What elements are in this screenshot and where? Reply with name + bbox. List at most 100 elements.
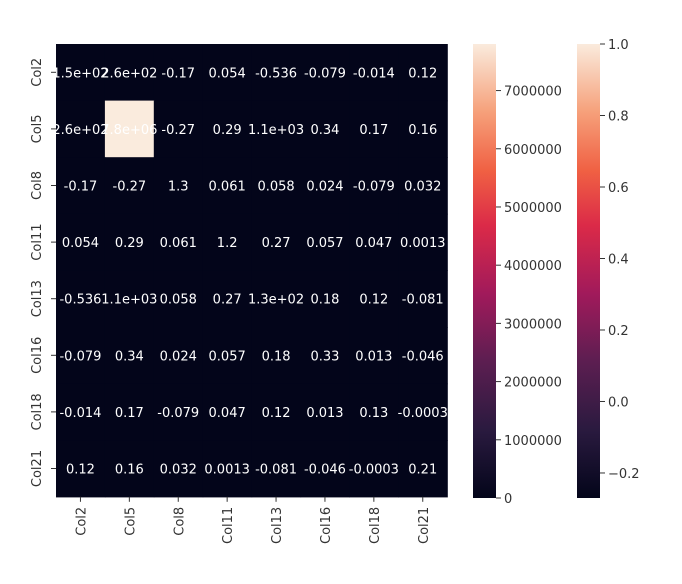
heatmap-cell-label: 0.047 bbox=[355, 236, 392, 251]
x-tick-label: Col2 bbox=[74, 507, 89, 536]
heatmap-cell bbox=[202, 440, 253, 498]
x-tick-label: Col21 bbox=[417, 507, 432, 544]
heatmap-cell-label: -0.17 bbox=[161, 66, 195, 81]
heatmap-cell bbox=[202, 44, 253, 102]
heatmap-cell-label: 0.17 bbox=[115, 406, 144, 421]
heatmap-cell bbox=[349, 100, 399, 158]
y-tick-label: Col18 bbox=[30, 393, 45, 430]
heatmap-cell bbox=[104, 440, 155, 498]
heatmap-cell bbox=[56, 440, 106, 498]
heatmap-cell bbox=[251, 270, 302, 328]
heatmap-cell-label: 0.12 bbox=[66, 463, 95, 478]
heatmap-cell bbox=[202, 383, 253, 441]
heatmap-cell-label: 1.2 bbox=[217, 236, 238, 251]
heatmap-cell-label: 0.013 bbox=[355, 349, 392, 364]
heatmap-cell bbox=[202, 213, 253, 271]
heatmap-cell bbox=[398, 270, 448, 328]
heatmap-cell bbox=[153, 157, 204, 215]
heatmap-cell bbox=[300, 213, 350, 271]
heatmap-cell-label: -0.0003 bbox=[349, 463, 399, 478]
heatmap-cell bbox=[300, 100, 350, 158]
x-tick-label: Col8 bbox=[172, 507, 187, 536]
heatmap-cell-label: 7.8e+06 bbox=[101, 123, 157, 138]
heatmap-cell bbox=[398, 157, 448, 215]
heatmap-cell-label: 1.5e+02 bbox=[52, 66, 108, 81]
heatmap-cell-label: -0.081 bbox=[402, 293, 444, 308]
colorbar-tick-label: 1.0 bbox=[608, 38, 629, 53]
heatmap-cell bbox=[349, 270, 399, 328]
heatmap-cell-labels: 1.5e+022.6e+02 -0.17 0.054 -0.536 -0.079 -0.0… bbox=[52, 66, 447, 477]
heatmap-cell bbox=[56, 213, 106, 271]
y-tick-label: Col11 bbox=[30, 224, 45, 261]
x-tick-label: Col11 bbox=[221, 507, 236, 544]
heatmap-cell-label: 0.054 bbox=[62, 236, 99, 251]
colorbar-gradient bbox=[577, 44, 600, 498]
heatmap-cell bbox=[398, 100, 448, 158]
heatmap-cell bbox=[153, 213, 204, 271]
heatmap-cell-label: 2.6e+02 bbox=[52, 123, 108, 138]
heatmap-cell-label: -0.079 bbox=[353, 180, 395, 195]
heatmap-cell bbox=[153, 270, 204, 328]
heatmap-cell-label: -0.079 bbox=[157, 406, 199, 421]
heatmap-cell-label: 0.054 bbox=[209, 66, 246, 81]
heatmap-cell bbox=[104, 213, 155, 271]
heatmap-cell bbox=[398, 327, 448, 385]
y-axis-ticks: Col2 Col5 Col8 Col11 Col13 Col16 Col18 Col21 bbox=[30, 58, 56, 487]
heatmap-cell-label: -0.046 bbox=[402, 349, 444, 364]
y-tick-label: Col2 bbox=[30, 58, 45, 87]
heatmap-cell bbox=[56, 270, 106, 328]
heatmap-cell-label: 1.1e+03 bbox=[248, 123, 304, 138]
heatmap-cell-label: -0.046 bbox=[304, 463, 346, 478]
heatmap-cell bbox=[251, 213, 302, 271]
colorbar-tick-label: 7000000 bbox=[504, 85, 562, 100]
heatmap-cell-label: 0.16 bbox=[115, 463, 144, 478]
heatmap-cell-label: 1.3 bbox=[168, 180, 189, 195]
heatmap-cell-label: 0.18 bbox=[310, 293, 339, 308]
heatmap-cell-label: -0.014 bbox=[59, 406, 101, 421]
heatmap-cell-label: -0.536 bbox=[255, 66, 297, 81]
heatmap-cell-label: -0.081 bbox=[255, 463, 297, 478]
heatmap-cell bbox=[153, 44, 204, 102]
heatmap-cell-label: 0.17 bbox=[359, 123, 388, 138]
heatmap-cell-label: 0.013 bbox=[306, 406, 343, 421]
heatmap-cell-label: 0.12 bbox=[359, 293, 388, 308]
heatmap-cell bbox=[202, 327, 253, 385]
heatmap-cell-label: 0.33 bbox=[310, 349, 339, 364]
colorbar-gradient bbox=[473, 44, 496, 498]
heatmap-cell-label: 0.058 bbox=[257, 180, 294, 195]
heatmap-cell bbox=[349, 440, 399, 498]
heatmap-cell-label: 2.6e+02 bbox=[101, 66, 157, 81]
heatmap-cell-label: 0.34 bbox=[115, 349, 144, 364]
heatmap-cell bbox=[104, 383, 155, 441]
heatmap-cell bbox=[153, 440, 204, 498]
heatmap-cell-label: 0.18 bbox=[262, 349, 291, 364]
heatmap-cells bbox=[56, 44, 448, 498]
heatmap-cell bbox=[251, 327, 302, 385]
heatmap-cell-label: 0.34 bbox=[310, 123, 339, 138]
colorbar-tick-label: 0.8 bbox=[608, 109, 629, 124]
y-tick-label: Col5 bbox=[30, 114, 45, 143]
heatmap-cell-label: 0.057 bbox=[306, 236, 343, 251]
heatmap-cell bbox=[398, 440, 448, 498]
colorbar-tick-label: 5000000 bbox=[504, 201, 562, 216]
heatmap-cell bbox=[398, 383, 448, 441]
heatmap-cell bbox=[398, 213, 448, 271]
heatmap-cell bbox=[153, 100, 204, 158]
heatmap-cell-label: 0.27 bbox=[213, 293, 242, 308]
heatmap-cell-label: 0.032 bbox=[160, 463, 197, 478]
heatmap-cell-label: 0.058 bbox=[160, 293, 197, 308]
heatmap-cell bbox=[202, 100, 253, 158]
heatmap-cell-label: 0.061 bbox=[160, 236, 197, 251]
heatmap-cell-label: 0.21 bbox=[408, 463, 437, 478]
heatmap-cell-label: 0.16 bbox=[408, 123, 437, 138]
heatmap-cell-label: 1.3e+02 bbox=[248, 293, 304, 308]
heatmap-cell-label: -0.536 bbox=[59, 293, 101, 308]
heatmap-cell bbox=[202, 270, 253, 328]
colorbar-tick-label: 0.0 bbox=[608, 395, 629, 410]
colorbar-tick-label: 0 bbox=[504, 492, 512, 507]
heatmap-cell-label: -0.27 bbox=[113, 180, 147, 195]
heatmap-cell bbox=[202, 157, 253, 215]
heatmap-cell bbox=[300, 270, 350, 328]
y-tick-label: Col8 bbox=[30, 171, 45, 200]
